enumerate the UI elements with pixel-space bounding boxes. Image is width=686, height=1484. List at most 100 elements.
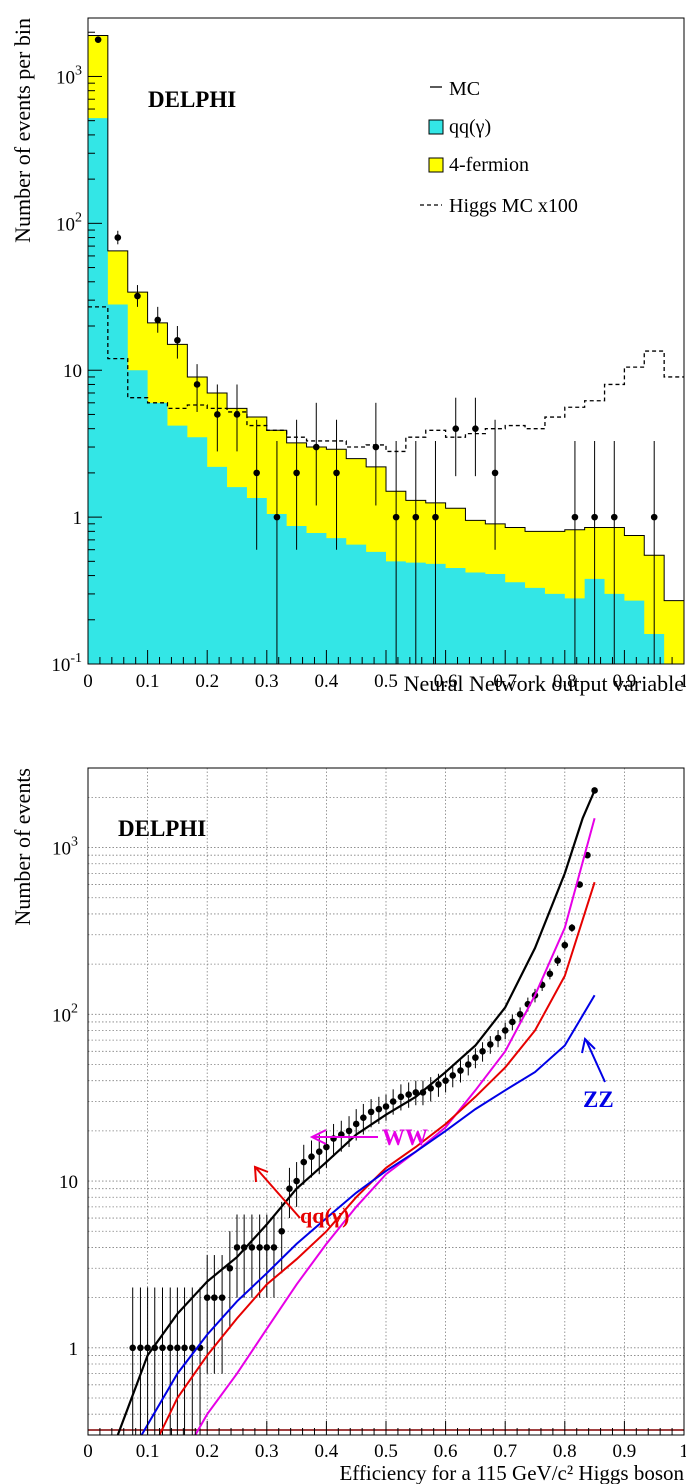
total-background-curve — [116, 790, 596, 1436]
efficiency-data-point — [568, 924, 576, 932]
higgs-mc-dashed — [88, 306, 684, 453]
efficiency-data-point — [367, 1108, 375, 1116]
histogram-x-tick-label: 0.1 — [136, 671, 160, 692]
efficiency-data-point — [308, 1153, 315, 1160]
efficiency-data-point — [233, 1244, 241, 1251]
histogram-x-tick-label: 0.3 — [255, 671, 279, 692]
efficiency-data-point — [509, 1018, 516, 1026]
histogram-x-tick-label: 0.6 — [434, 671, 458, 692]
efficiency-data-point — [405, 1091, 412, 1098]
histogram-data-point — [253, 469, 260, 477]
histogram-data-point — [472, 425, 479, 432]
legend-fourf-swatch — [428, 157, 444, 173]
efficiency-x-tick-label: 0.3 — [255, 1441, 279, 1462]
efficiency-data-point — [464, 1061, 472, 1068]
histogram-x-tick-label: 0 — [83, 671, 93, 692]
histogram-y-tick-label: 103 — [56, 63, 82, 88]
histogram-x-axis-label: Neural Network output variable — [404, 671, 684, 696]
histogram-data-point — [193, 381, 201, 388]
legend-qq-label: qq(γ) — [449, 116, 491, 138]
efficiency-data-point — [494, 1034, 502, 1042]
efficiency-x-tick-label: 0.5 — [374, 1441, 398, 1462]
efficiency-x-tick-label: 0.1 — [136, 1441, 160, 1462]
efficiency-x-tick-label: 0.6 — [434, 1441, 458, 1462]
efficiency-y-tick-label: 103 — [52, 835, 78, 860]
efficiency-x-tick-label: 0.7 — [493, 1441, 517, 1462]
histogram-panel: 0 0.1 0.2 0.3 0.4 0.5 0.6 0.7 0.8 0.9 1 10-1 1 10 102… — [10, 17, 686, 696]
efficiency-x-tick-label: 0.4 — [315, 1441, 339, 1462]
histogram-data-points — [94, 36, 658, 664]
zz-arrow-shaft — [585, 1039, 606, 1083]
efficiency-data-point — [435, 1081, 442, 1088]
efficiency-data-point — [129, 1344, 136, 1352]
histogram-data-point — [114, 234, 122, 241]
efficiency-data-point — [397, 1093, 405, 1101]
efficiency-data-point — [181, 1344, 188, 1352]
efficiency-data-point — [218, 1294, 226, 1301]
legend-mc-label: MC — [449, 78, 480, 100]
efficiency-data-point — [352, 1120, 360, 1128]
histogram-data-point — [214, 411, 221, 418]
histogram-x-tick-label: 0.5 — [374, 671, 398, 692]
histogram-y-tick-label: 10 — [63, 361, 82, 382]
histogram-data-point — [491, 469, 499, 477]
efficiency-data-point — [554, 957, 561, 964]
qq-arrow-shaft — [255, 1167, 301, 1219]
efficiency-data-point — [472, 1054, 479, 1061]
efficiency-data-point — [516, 1011, 524, 1018]
efficiency-grid — [88, 767, 684, 1436]
histogram-legend: MC qq(γ) 4-fermion Higgs MC x100 — [420, 78, 578, 217]
efficiency-data-point — [479, 1048, 486, 1055]
efficiency-y-ticks: 1 10 102 103 — [52, 835, 78, 1360]
ww-arrow-head — [309, 1129, 327, 1145]
efficiency-data-point — [501, 1027, 509, 1034]
efficiency-title: DELPHI — [118, 816, 206, 841]
histogram-x-tick-label: 0.8 — [553, 671, 577, 692]
efficiency-x-tick-label: 0 — [83, 1441, 93, 1462]
efficiency-data-point — [248, 1244, 256, 1251]
histogram-data-point — [591, 513, 598, 521]
histogram-data-point — [372, 443, 380, 451]
efficiency-data-point — [293, 1177, 300, 1185]
efficiency-data-point — [576, 881, 583, 888]
efficiency-data-point — [561, 941, 569, 949]
efficiency-x-axis-label: Efficiency for a 115 GeV/c² Higgs boson — [339, 1461, 684, 1484]
efficiency-data-point — [375, 1105, 383, 1113]
histogram-data-point — [571, 513, 579, 521]
efficiency-data-point — [360, 1114, 367, 1121]
histogram-data-point — [312, 443, 320, 451]
efficiency-data-point — [166, 1344, 174, 1352]
efficiency-x-ticks: 0 0.1 0.2 0.3 0.4 0.5 0.6 0.7 0.8 0.9 1 — [83, 1421, 686, 1462]
ww-annotation: WW — [309, 1125, 428, 1150]
histogram-data-point — [432, 513, 439, 521]
histogram-data-point — [392, 513, 400, 521]
efficiency-data-point — [442, 1077, 449, 1084]
efficiency-data-point — [286, 1185, 293, 1192]
efficiency-data-point — [263, 1244, 271, 1251]
histogram-data-point — [233, 411, 241, 418]
efficiency-data-point — [345, 1127, 353, 1135]
efficiency-data-point — [144, 1344, 151, 1352]
efficiency-data-point — [203, 1294, 211, 1301]
efficiency-data-point — [546, 970, 554, 978]
histogram-data-point — [94, 36, 102, 43]
efficiency-y-tick-label: 10 — [59, 1172, 78, 1193]
qq-label: qq(γ) — [300, 1203, 349, 1228]
efficiency-data-point — [159, 1344, 166, 1352]
histogram-x-tick-label: 0.7 — [493, 671, 517, 692]
zz-curve — [140, 994, 596, 1436]
histogram-data-point — [174, 336, 181, 344]
qq-annotation: qq(γ) — [253, 1165, 349, 1228]
zz-label: ZZ — [583, 1087, 614, 1112]
histogram-x-tick-label: 0.2 — [195, 671, 219, 692]
histogram-y-tick-label: 102 — [56, 210, 82, 235]
histogram-y-tick-label: 10-1 — [51, 651, 82, 676]
efficiency-data-point — [300, 1158, 308, 1166]
efficiency-data-point — [389, 1098, 397, 1105]
legend-fourf-label: 4-fermion — [449, 154, 529, 176]
legend-qq-swatch — [428, 119, 444, 135]
efficiency-data-point — [382, 1103, 390, 1110]
zz-annotation: ZZ — [581, 1036, 614, 1112]
efficiency-y-tick-label: 1 — [69, 1339, 79, 1360]
